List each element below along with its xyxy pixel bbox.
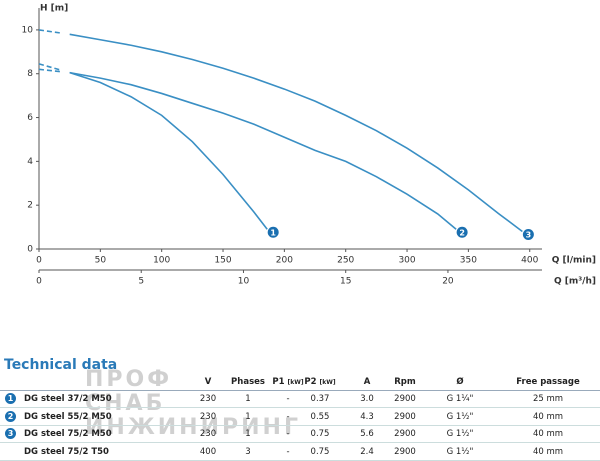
table-cell: 1 [245, 429, 251, 439]
table-cell: 40 mm [532, 411, 564, 422]
x2-tick-label: 10 [238, 277, 250, 287]
row-rule [0, 459, 600, 461]
table-cell: 230 [199, 411, 217, 422]
curve-marker-label: 1 [270, 228, 276, 237]
column-header: A [363, 377, 371, 387]
header-rule [0, 390, 600, 391]
column-header: P2 [kW] [304, 377, 335, 387]
y-axis-label: H [m] [40, 4, 68, 14]
x2-tick-label: 20 [442, 277, 454, 287]
x-tick-label: 100 [153, 256, 170, 266]
table-cell: G 1½" [446, 429, 474, 439]
table-cell: 25 mm [532, 394, 564, 404]
x-tick-label: 150 [214, 256, 231, 266]
curve-marker [522, 228, 534, 240]
table-cell: 2900 [394, 411, 416, 422]
model-name: DG steel 55/2 M50 [24, 411, 112, 422]
table-cell: - [286, 446, 290, 457]
table-cell: 0.37 [310, 394, 330, 404]
y-tick-label: 0 [27, 245, 33, 255]
y-tick-label: 2 [27, 201, 33, 211]
table-cell: - [286, 429, 290, 439]
table-cell: G 1¼" [446, 394, 474, 404]
model-name: DG steel 75/2 T50 [24, 446, 109, 457]
x-tick-label: 400 [521, 256, 538, 266]
row-marker: 3 [5, 428, 16, 439]
curve-marker [456, 226, 468, 238]
x-tick-label: 350 [460, 256, 477, 266]
y-tick-label: 6 [27, 113, 33, 123]
y-tick-label: 4 [27, 157, 33, 167]
column-header: P1 [kW] [272, 377, 303, 387]
row-rule [0, 424, 600, 426]
curve-marker [267, 226, 279, 238]
column-header: V [204, 377, 212, 387]
table-cell: 40 mm [532, 446, 564, 457]
column-header: Free passage [516, 377, 580, 387]
table-title: Technical data [4, 357, 118, 373]
table-cell: - [286, 411, 290, 422]
table-cell: G 1½" [446, 411, 474, 422]
x2-axis-label: Q [m³/h] [554, 277, 596, 287]
x-tick-label: 300 [398, 256, 415, 266]
header-unit: [kW] [319, 379, 336, 386]
table-cell: 1 [245, 394, 251, 404]
watermark-text: ИНЖИНИРИНГ [85, 415, 301, 440]
x-axis-label: Q [l/min] [552, 256, 596, 266]
table-cell: 3.0 [360, 394, 374, 404]
pump-curve [38, 68, 457, 230]
table-cell: 400 [199, 446, 217, 457]
table-cell: G 1½" [446, 446, 474, 457]
table-cell: 40 mm [532, 429, 564, 439]
table-cell: 0.75 [310, 446, 330, 457]
table-cell: 0.75 [310, 429, 330, 439]
x2-tick-label: 0 [36, 277, 42, 287]
table-cell: 1 [245, 411, 251, 422]
x2-tick-label: 15 [340, 277, 351, 287]
table-cell: 2900 [394, 394, 416, 404]
column-header: Rpm [394, 377, 416, 387]
pump-curve [38, 63, 268, 230]
x-tick-label: 250 [337, 256, 354, 266]
x2-tick-label: 5 [138, 277, 144, 287]
row-marker: 2 [5, 410, 16, 422]
watermark-text: ПРОФ [85, 367, 173, 392]
model-name: DG steel 75/2 M50 [24, 429, 112, 439]
pump-curve [38, 29, 523, 233]
table-cell: 2900 [394, 446, 416, 457]
model-name: DG steel 37/2 M50 [24, 394, 112, 404]
x-tick-label: 0 [36, 256, 42, 266]
curve-marker-label: 2 [459, 228, 465, 237]
row-marker: 1 [5, 393, 16, 404]
curve-marker-label: 3 [526, 230, 532, 239]
header-unit: [kW] [287, 379, 304, 386]
watermark-text: СНАБ [85, 391, 166, 416]
table-cell: 5.6 [360, 429, 374, 439]
x-tick-label: 200 [276, 256, 293, 266]
row-rule [0, 407, 600, 408]
column-header: Ø [456, 377, 464, 387]
x-tick-label: 50 [95, 256, 107, 266]
table-cell: 0.55 [310, 411, 330, 422]
table-cell: 2900 [394, 429, 416, 439]
table-cell: 230 [199, 394, 217, 404]
table-cell: - [286, 394, 290, 404]
table-cell: 2.4 [360, 446, 374, 457]
table-cell: 230 [199, 429, 217, 439]
y-tick-label: 8 [27, 69, 33, 79]
table-cell: 4.3 [360, 411, 374, 422]
technical-data: Technical data ПРОФ СНАБ ИНЖИНИРИНГ V Phases… [0, 355, 600, 461]
header-text: P2 [304, 377, 317, 387]
header-text: P1 [272, 377, 285, 387]
column-header: Phases [231, 377, 265, 387]
y-tick-label: 10 [22, 25, 34, 35]
table-cell: 3 [245, 446, 251, 457]
row-rule [0, 442, 600, 443]
